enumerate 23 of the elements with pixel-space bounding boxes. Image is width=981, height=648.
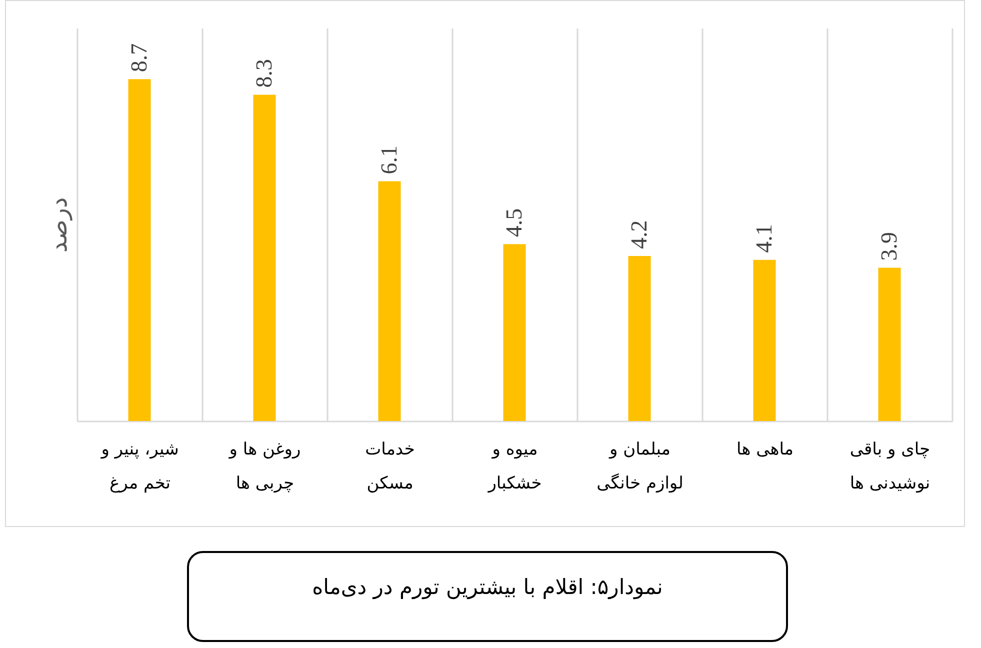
bar bbox=[628, 256, 651, 421]
x-tick-label: روغن ها و چربی ها bbox=[228, 440, 301, 494]
bar bbox=[378, 181, 401, 421]
data-label: 8.7 bbox=[126, 43, 152, 72]
data-label: 4.1 bbox=[752, 224, 776, 253]
data-label: 4.2 bbox=[626, 220, 652, 249]
x-tick-label: مبلمان و لوازم خانگی bbox=[596, 440, 684, 494]
x-tick-label: شیر، پنیر و تخم مرغ bbox=[100, 440, 179, 494]
data-label: 3.9 bbox=[876, 232, 902, 261]
text: نمودار۵: اقلام با بیشترین تورم در دی‌ماه bbox=[311, 574, 664, 602]
data-label: 8.3 bbox=[252, 59, 276, 88]
bar bbox=[753, 260, 776, 421]
data-label: 6.1 bbox=[376, 146, 402, 174]
data-label: 4.5 bbox=[502, 208, 526, 238]
x-tick-label: خدمات مسکن bbox=[365, 440, 415, 494]
bar bbox=[128, 79, 151, 421]
y-axis-title: درصد bbox=[44, 197, 72, 253]
bar bbox=[503, 244, 526, 421]
x-tick-label: ماهی ها bbox=[736, 440, 794, 460]
bar bbox=[878, 268, 901, 421]
bar bbox=[253, 94, 276, 421]
x-tick-label: چای و باقی نوشیدنی ها bbox=[850, 440, 930, 494]
x-tick-label: میوه و خشکبار bbox=[487, 440, 542, 494]
